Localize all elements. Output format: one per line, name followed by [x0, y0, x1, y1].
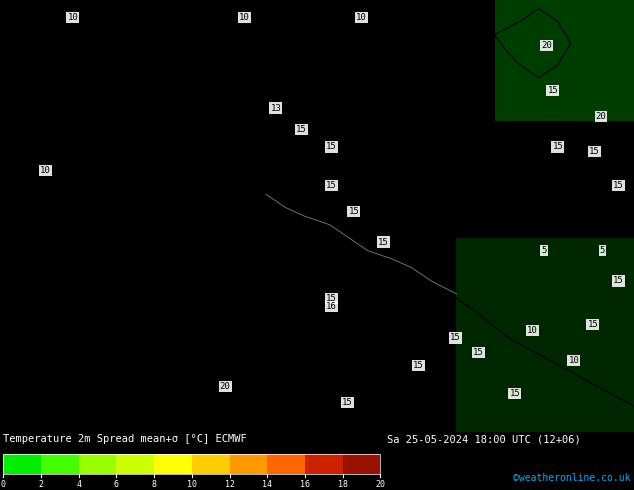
Text: 20: 20 — [375, 480, 385, 489]
Text: 16: 16 — [327, 302, 337, 311]
Bar — [305, 454, 342, 474]
Text: 15: 15 — [548, 86, 558, 95]
Text: ©weatheronline.co.uk: ©weatheronline.co.uk — [514, 473, 631, 483]
Text: 5: 5 — [600, 246, 605, 255]
Text: 15: 15 — [450, 334, 460, 343]
Text: 15: 15 — [553, 143, 563, 151]
Text: 10: 10 — [569, 356, 579, 366]
Text: 8: 8 — [152, 480, 157, 489]
Text: 5: 5 — [541, 246, 547, 255]
Polygon shape — [456, 238, 634, 432]
Bar — [342, 454, 380, 474]
Bar — [79, 454, 117, 474]
Text: 6: 6 — [114, 480, 119, 489]
Bar — [154, 454, 191, 474]
Text: 16: 16 — [300, 480, 310, 489]
Text: 15: 15 — [474, 348, 484, 357]
Text: 10: 10 — [356, 13, 366, 22]
Bar — [41, 454, 79, 474]
Text: 10: 10 — [239, 13, 249, 22]
Text: 15: 15 — [378, 238, 389, 246]
Bar — [230, 454, 268, 474]
Text: 15: 15 — [510, 389, 520, 398]
Text: 20: 20 — [596, 112, 606, 121]
Text: 4: 4 — [76, 480, 81, 489]
Text: 15: 15 — [349, 207, 359, 216]
Text: 10: 10 — [527, 326, 538, 335]
Text: Temperature 2m Spread mean+σ [°C] ECMWF: Temperature 2m Spread mean+σ [°C] ECMWF — [3, 435, 247, 444]
Bar — [191, 454, 230, 474]
Text: 2: 2 — [39, 480, 43, 489]
Text: 15: 15 — [327, 143, 337, 151]
Text: 15: 15 — [296, 125, 306, 134]
Text: 0: 0 — [1, 480, 6, 489]
Bar — [3, 454, 41, 474]
Text: 18: 18 — [338, 480, 347, 489]
Text: 15: 15 — [413, 361, 424, 369]
Text: 15: 15 — [588, 319, 598, 329]
Text: 10: 10 — [41, 166, 51, 175]
Bar — [268, 454, 305, 474]
Text: 15: 15 — [327, 294, 337, 303]
Text: 12: 12 — [224, 480, 235, 489]
Text: 15: 15 — [342, 398, 353, 407]
Text: Sa 25-05-2024 18:00 UTC (12+06): Sa 25-05-2024 18:00 UTC (12+06) — [387, 435, 581, 444]
Text: 20: 20 — [220, 382, 230, 392]
Bar — [3, 454, 380, 474]
Text: 20: 20 — [541, 41, 552, 50]
Text: 13: 13 — [271, 103, 281, 113]
Text: 15: 15 — [613, 181, 623, 190]
Text: 10: 10 — [187, 480, 197, 489]
Polygon shape — [495, 0, 634, 121]
Bar — [117, 454, 154, 474]
Text: 14: 14 — [262, 480, 272, 489]
Text: 15: 15 — [589, 147, 599, 156]
Text: 10: 10 — [68, 13, 78, 22]
Text: 15: 15 — [613, 276, 623, 285]
Text: 15: 15 — [327, 181, 337, 190]
